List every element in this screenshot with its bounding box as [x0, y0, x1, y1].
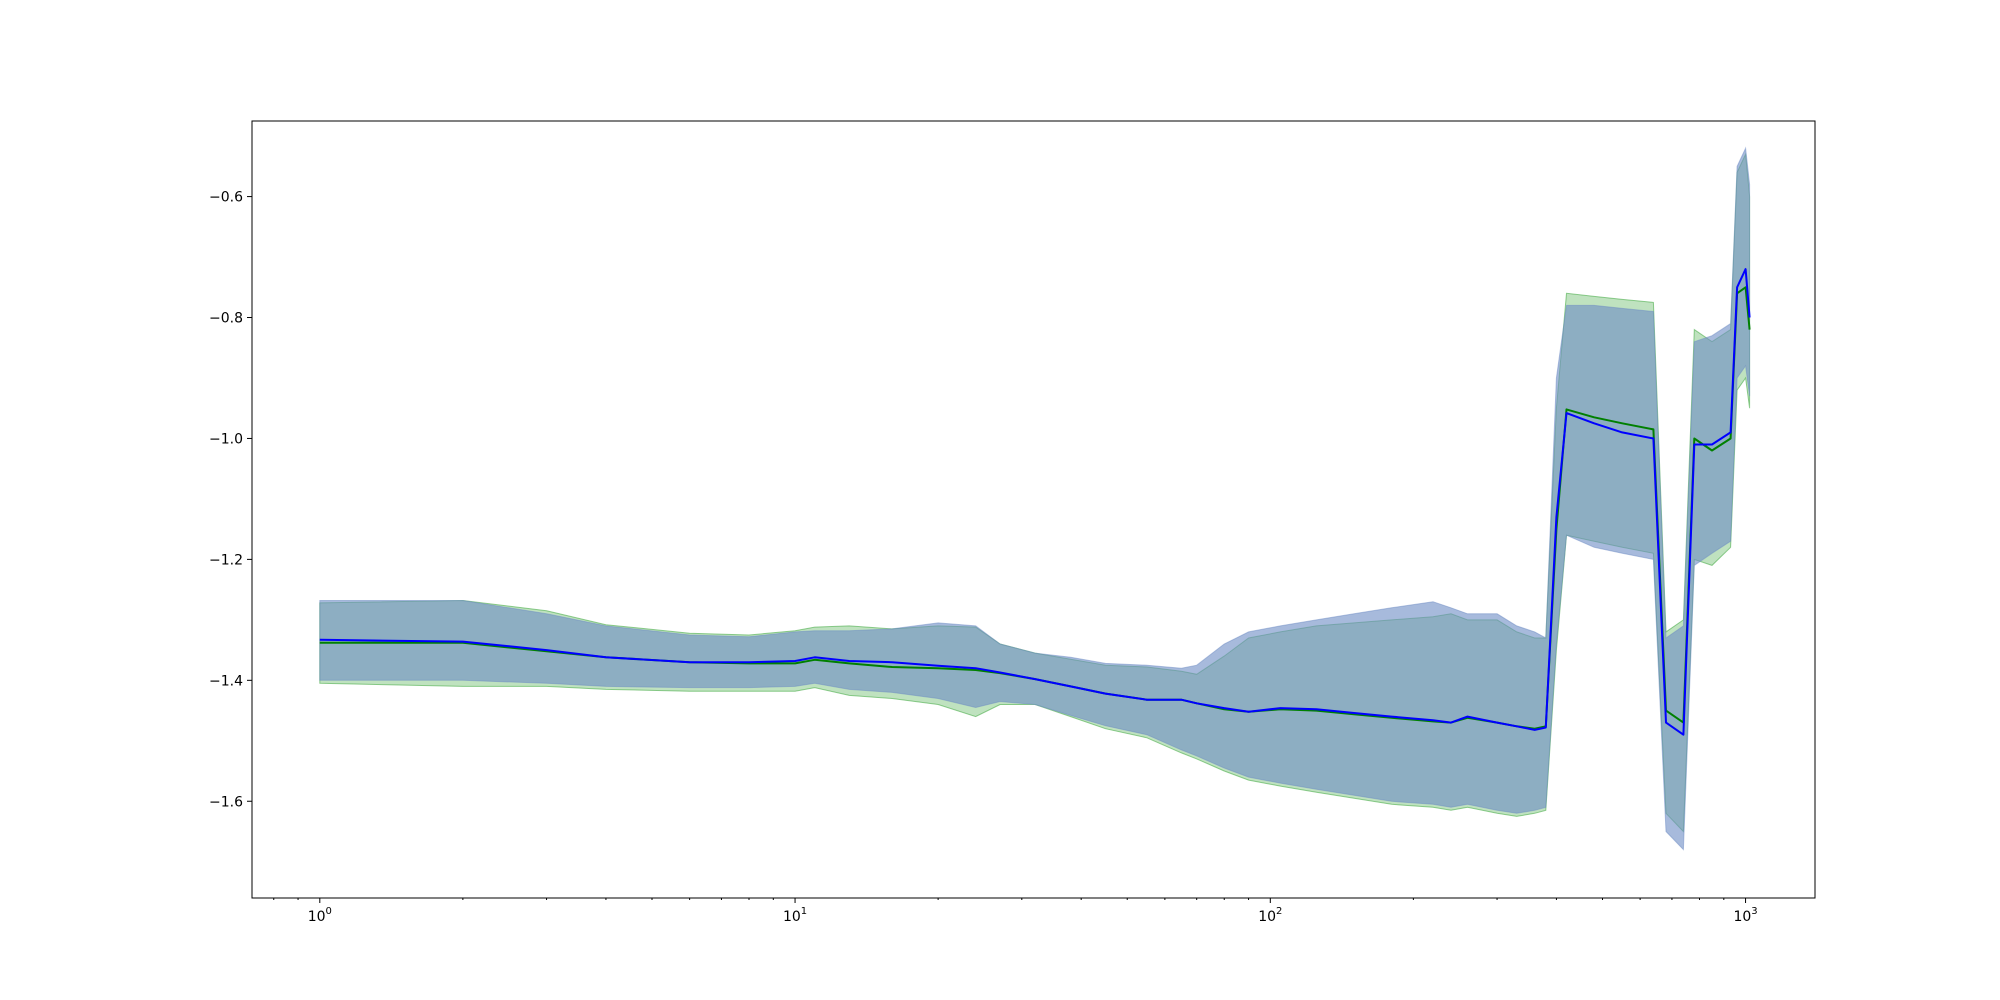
series-2-line [319, 268, 1751, 736]
y-tick-label: −1.2 [209, 552, 243, 568]
y-tick-label: −0.8 [209, 311, 243, 327]
x-tick-label: 100 [308, 906, 332, 925]
y-tick-label: −0.6 [209, 190, 243, 206]
y-tick-label: −1.6 [209, 794, 243, 810]
x-tick-label: 102 [1258, 906, 1282, 925]
y-tick-label: −1.4 [209, 673, 243, 689]
y-tick-label: −1.0 [209, 431, 243, 447]
series-lines [319, 268, 1751, 736]
x-tick-label: 103 [1733, 906, 1757, 925]
plot-frame [251, 120, 1816, 899]
x-tick-label: 101 [783, 906, 807, 925]
series-2-band [319, 146, 1751, 851]
confidence-bands [319, 146, 1751, 851]
x-axis: 100 101 102 103 [273, 898, 1758, 925]
y-axis: −1.6 −1.4 −1.2 −1.0 −0.8 −0.6 [209, 190, 252, 810]
